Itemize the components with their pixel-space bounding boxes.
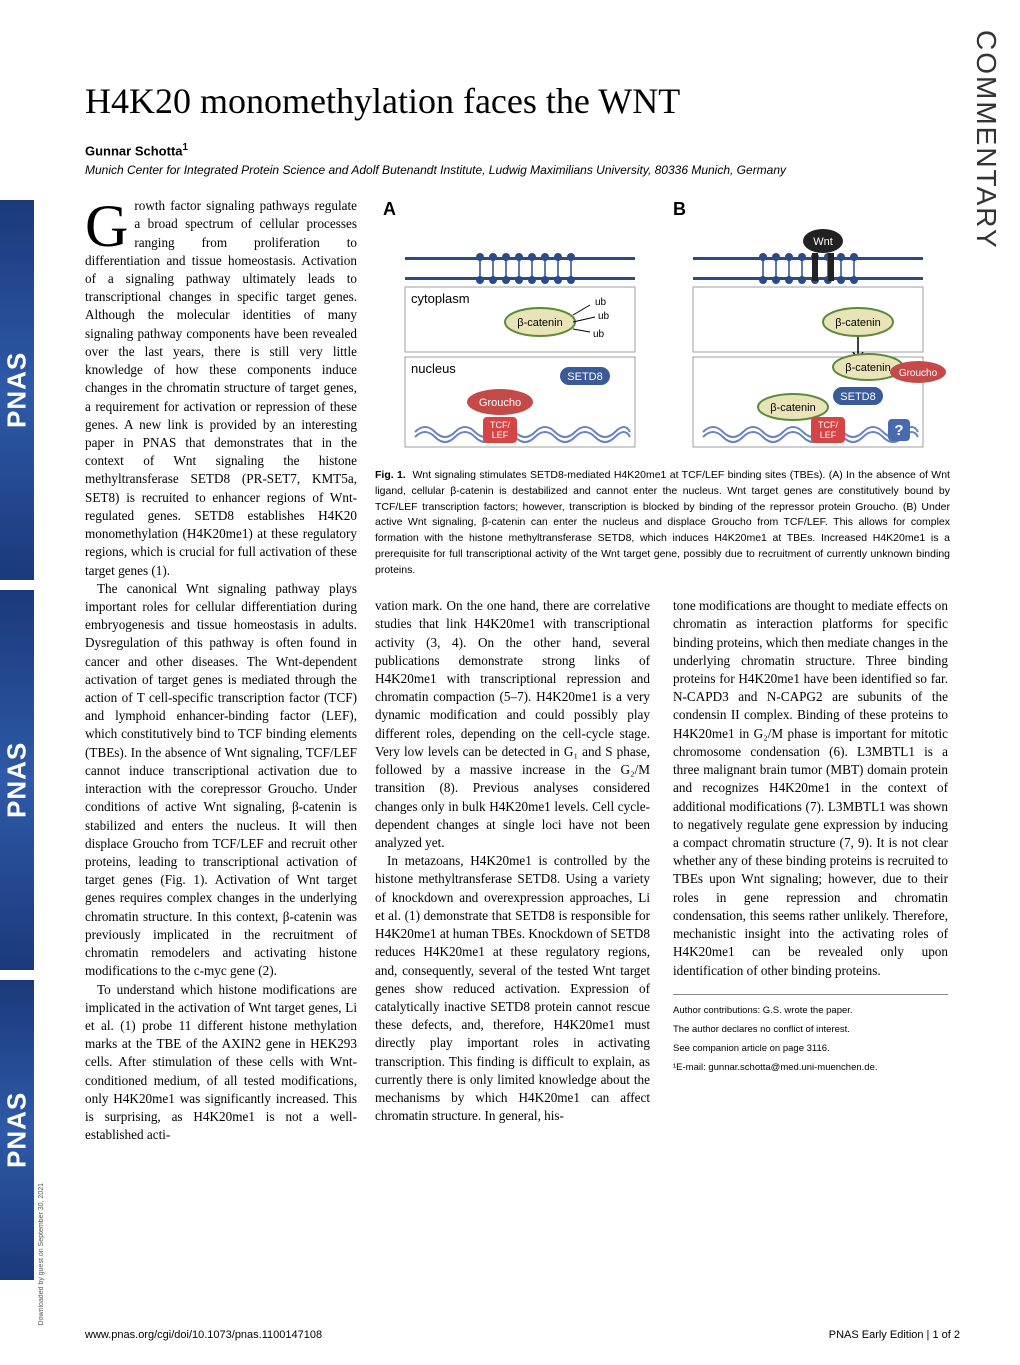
ub-label: ub [598,311,610,322]
column-1: Growth factor signaling pathways regulat… [85,197,357,1144]
ub-label: ub [595,297,607,308]
pnas-ribbon: PNAS [0,980,34,1280]
groucho-label: Groucho [479,397,521,409]
author-sup: 1 [183,142,188,153]
svg-text:TCF/: TCF/ [818,420,838,430]
bcatenin-label: β-catenin [517,317,562,329]
bcatenin-label: β-catenin [845,362,890,374]
svg-text:TCF/: TCF/ [490,420,510,430]
groucho-label: Groucho [899,368,938,379]
column-2: vation mark. On the one hand, there are … [375,597,650,1125]
footnote-companion: See companion article on page 3116. [673,1041,948,1056]
panel-b-label: B [673,199,686,219]
col2-p2: In metazoans, H4K20me1 is controlled by … [375,852,650,1125]
fig-lead: Fig. 1. [375,469,406,481]
svg-text:LEF: LEF [492,430,509,440]
figure-svg: A [375,197,950,457]
col2-p1: vation mark. On the one hand, there are … [375,597,650,852]
svg-text:LEF: LEF [820,430,837,440]
col1-p1: rowth factor signaling pathways regulate… [85,198,357,577]
nucleus-label: nucleus [411,361,456,376]
column-3: tone modifications are thought to mediat… [673,597,948,1079]
download-note: Downloaded by guest on September 30, 202… [38,1183,45,1325]
setd8-label: SETD8 [840,391,875,403]
col3-p1: tone modifications are thought to mediat… [673,597,948,980]
article-title: H4K20 monomethylation faces the WNT [85,80,960,122]
figure-caption: Fig. 1. Wnt signaling stimulates SETD8-m… [375,468,950,578]
wnt-label: Wnt [813,236,833,248]
dropcap: G [85,197,134,251]
bcatenin-label: β-catenin [770,402,815,414]
footer-doi: www.pnas.org/cgi/doi/10.1073/pnas.110014… [85,1329,322,1341]
affiliation: Munich Center for Integrated Protein Sci… [85,162,905,179]
panel-a-label: A [383,199,396,219]
ub-label: ub [593,329,605,340]
setd8-label: SETD8 [567,371,602,383]
figure-1: A [375,197,950,578]
col1-p3: To understand which histone modification… [85,981,357,1145]
pnas-ribbon: PNAS [0,200,34,580]
footnote-contrib: Author contributions: G.S. wrote the pap… [673,1003,948,1018]
footnote-email: ¹E-mail: gunnar.schotta@med.uni-muenchen… [673,1060,948,1075]
footnote-conflict: The author declares no conflict of inter… [673,1022,948,1037]
pnas-ribbon: PNAS [0,590,34,970]
author-name: Gunnar Schotta1 [85,142,960,158]
bcatenin-label: β-catenin [835,317,880,329]
cytoplasm-label: cytoplasm [411,291,470,306]
footnotes: Author contributions: G.S. wrote the pap… [673,994,948,1076]
page-footer: www.pnas.org/cgi/doi/10.1073/pnas.110014… [85,1329,960,1341]
fig-caption-text: Wnt signaling stimulates SETD8-mediated … [375,469,950,576]
footer-pagination: PNAS Early Edition | 1 of 2 [829,1329,960,1341]
section-label-commentary: COMMENTARY [970,30,1002,250]
question-label: ? [894,422,903,439]
col1-p2: The canonical Wnt signaling pathway play… [85,580,357,981]
author-text: Gunnar Schotta [85,143,183,158]
